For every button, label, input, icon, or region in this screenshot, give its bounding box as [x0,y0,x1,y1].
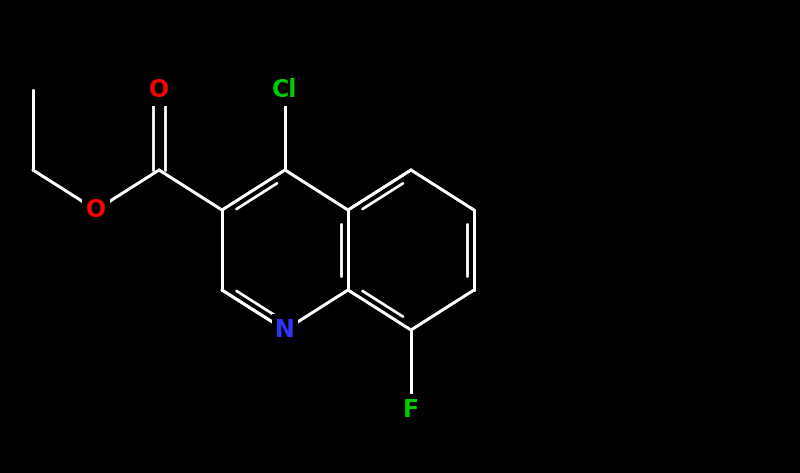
Text: O: O [86,198,106,222]
Text: N: N [275,318,295,342]
Text: O: O [149,78,169,102]
Text: F: F [403,398,419,422]
Text: Cl: Cl [272,78,298,102]
